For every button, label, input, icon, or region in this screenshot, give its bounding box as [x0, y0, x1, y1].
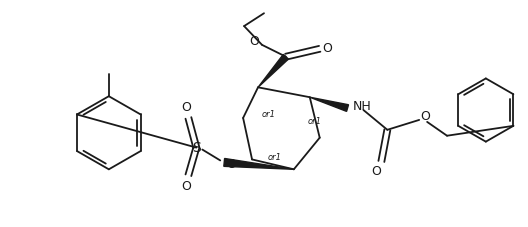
Text: or1: or1 [308, 117, 322, 126]
Polygon shape [224, 158, 294, 169]
Text: O: O [420, 111, 430, 123]
Polygon shape [258, 54, 288, 87]
Text: NH: NH [353, 100, 371, 113]
Text: O: O [182, 101, 191, 114]
Text: S: S [192, 141, 201, 155]
Text: O: O [372, 165, 381, 178]
Text: or1: or1 [268, 153, 282, 162]
Text: O: O [249, 35, 259, 48]
Text: O: O [182, 180, 191, 192]
Polygon shape [310, 97, 348, 111]
Text: or1: or1 [262, 111, 276, 119]
Text: O: O [226, 158, 236, 171]
Text: O: O [323, 42, 333, 55]
